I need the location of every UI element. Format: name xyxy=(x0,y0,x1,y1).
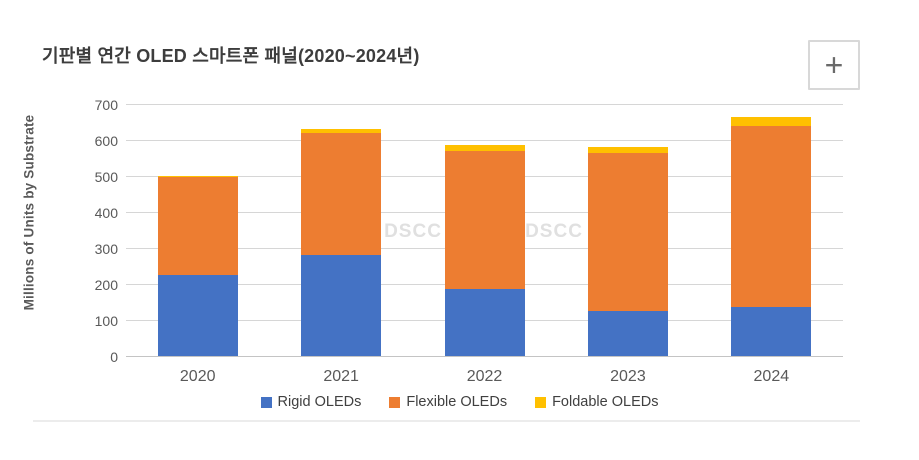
bar-segment-2024-foldable-oleds[interactable] xyxy=(731,116,812,126)
y-tick-label-0: 0 xyxy=(110,349,118,365)
gridline-700 xyxy=(126,104,843,105)
bar-2023 xyxy=(587,147,668,356)
bar-segment-2022-foldable-oleds[interactable] xyxy=(444,145,525,151)
bars-row xyxy=(126,105,843,356)
bar-cell-2020 xyxy=(126,105,269,356)
y-tick-label-100: 100 xyxy=(94,313,118,329)
bar-segment-2023-flexible-oleds[interactable] xyxy=(587,152,668,311)
bar-segment-2022-rigid-oleds[interactable] xyxy=(444,289,525,356)
plot-area: 0 100 200 300 400 500 600 700 DSCC DSCC xyxy=(95,97,843,365)
x-tick-label-2023: 2023 xyxy=(610,368,646,385)
x-tick-label-2021: 2021 xyxy=(323,368,359,385)
bar-2022 xyxy=(444,145,525,356)
bar-2024 xyxy=(731,116,812,356)
y-tick-label-600: 600 xyxy=(94,133,118,149)
bar-2020 xyxy=(157,176,238,356)
y-tick-label-500: 500 xyxy=(94,169,118,185)
bar-segment-2024-flexible-oleds[interactable] xyxy=(731,125,812,308)
legend-label-rigid-oleds: Rigid OLEDs xyxy=(277,394,362,410)
x-tick-label-2024: 2024 xyxy=(753,368,790,385)
gridline-0 xyxy=(126,356,843,357)
watermark-text: DSCC xyxy=(525,221,583,242)
legend-item-foldable-oleds[interactable]: Foldable OLEDs xyxy=(535,394,658,410)
bar-cell-2024 xyxy=(700,105,843,356)
y-tick-label-700: 700 xyxy=(94,97,118,113)
legend-label-foldable-oleds: Foldable OLEDs xyxy=(552,394,659,410)
page-title: 기판별 연간 OLED 스마트폰 패널(2020~2024년) xyxy=(42,46,420,66)
y-tick-label-300: 300 xyxy=(94,241,118,257)
y-tick-label-400: 400 xyxy=(94,205,118,221)
x-tick-label-2020: 2020 xyxy=(179,368,216,385)
plus-icon: + xyxy=(824,47,844,83)
legend-swatch-foldable-oleds xyxy=(535,396,547,408)
watermark-text: DSCC xyxy=(384,221,442,242)
legend-item-flexible-oleds[interactable]: Flexible OLEDs xyxy=(389,394,507,410)
legend-swatch-rigid-oleds xyxy=(260,396,272,408)
y-axis-title: Millions of Units by Substrate xyxy=(21,114,37,311)
bar-segment-2021-rigid-oleds[interactable] xyxy=(301,255,382,356)
bar-2021 xyxy=(301,129,382,356)
bar-segment-2023-foldable-oleds[interactable] xyxy=(587,147,668,153)
legend-item-rigid-oleds[interactable]: Rigid OLEDs xyxy=(260,394,362,410)
bar-segment-2020-foldable-oleds[interactable] xyxy=(157,176,238,178)
bar-cell-2021 xyxy=(269,105,412,356)
bar-segment-2021-foldable-oleds[interactable] xyxy=(301,129,382,133)
legend: Rigid OLEDs Flexible OLEDs Foldable OLEDs xyxy=(0,394,919,410)
bar-segment-2020-flexible-oleds[interactable] xyxy=(157,177,238,275)
x-axis-labels: 2020 2021 2022 2023 2024 xyxy=(126,368,843,386)
expand-button[interactable]: + xyxy=(808,40,860,90)
bar-segment-2024-rigid-oleds[interactable] xyxy=(731,307,812,356)
gridline-600 xyxy=(126,140,843,141)
bar-cell-2022 xyxy=(413,105,556,356)
bar-segment-2022-flexible-oleds[interactable] xyxy=(444,150,525,290)
bar-cell-2023 xyxy=(556,105,699,356)
legend-swatch-flexible-oleds xyxy=(389,396,401,408)
bar-segment-2023-rigid-oleds[interactable] xyxy=(587,311,668,356)
bottom-divider xyxy=(33,420,860,422)
y-tick-label-200: 200 xyxy=(94,277,118,293)
bar-segment-2021-flexible-oleds[interactable] xyxy=(301,132,382,256)
legend-label-flexible-oleds: Flexible OLEDs xyxy=(406,394,508,410)
x-tick-label-2022: 2022 xyxy=(466,368,503,385)
bar-segment-2020-rigid-oleds[interactable] xyxy=(157,275,238,356)
